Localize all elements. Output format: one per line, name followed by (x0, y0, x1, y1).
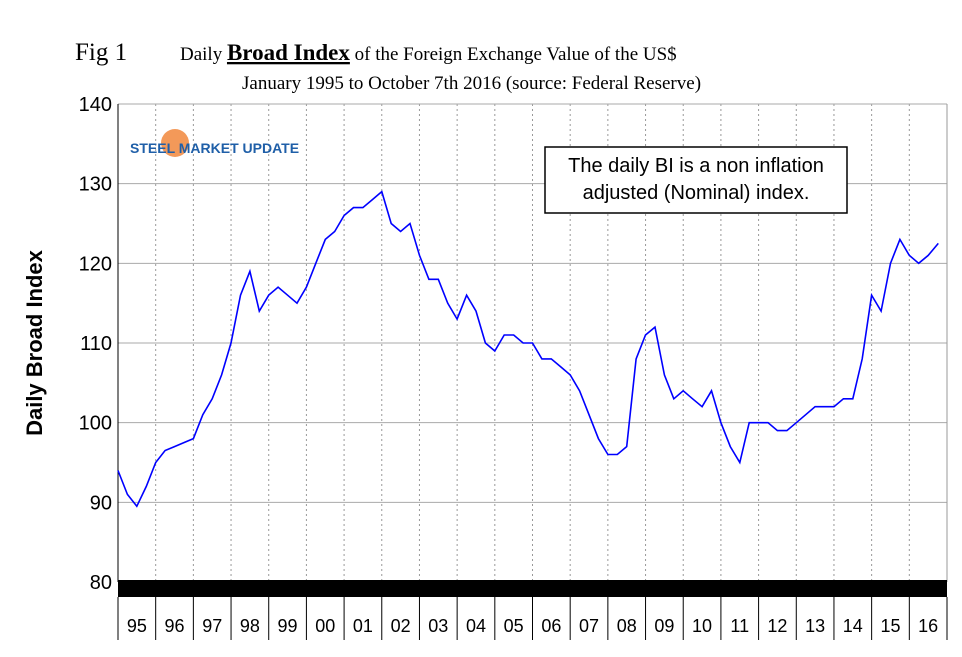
x-tick-label: 10 (692, 616, 712, 636)
y-tick-label: 120 (79, 253, 112, 275)
x-tick-label: 12 (767, 616, 787, 636)
x-tick-label: 95 (127, 616, 147, 636)
x-tick-label: 01 (353, 616, 373, 636)
x-tick-label: 16 (918, 616, 938, 636)
x-tick-label: 09 (654, 616, 674, 636)
y-tick-label: 130 (79, 174, 112, 196)
data-line (117, 190, 939, 508)
subtitle: January 1995 to October 7th 2016 (source… (242, 73, 701, 94)
x-tick-label: 06 (541, 616, 561, 636)
logo-icon (161, 129, 189, 157)
y-tick-label: 80 (90, 572, 112, 594)
x-tick-label: 13 (805, 616, 825, 636)
y-tick-label: 140 (79, 94, 112, 116)
title-part: of the Foreign Exchange Value of the US$ (355, 44, 677, 65)
x-tick-label: 00 (315, 616, 335, 636)
y-tick-label: 90 (90, 492, 112, 514)
y-tick-label: 110 (80, 333, 112, 355)
x-tick-label: 14 (843, 616, 863, 636)
x-tick-label: 08 (617, 616, 637, 636)
title-part: Broad Index (227, 40, 350, 65)
x-tick-label: 05 (504, 616, 524, 636)
title-part: Daily (180, 44, 223, 65)
x-tick-label: 15 (880, 616, 900, 636)
x-tick-label: 97 (202, 616, 222, 636)
logo: STEEL MARKET UPDATE (130, 140, 299, 156)
fig-label: Fig 1 (75, 39, 127, 66)
x-tick-label: 99 (278, 616, 298, 636)
x-tick-label: 04 (466, 616, 486, 636)
x-tick-label: 03 (428, 616, 448, 636)
y-tick-label: 100 (79, 413, 112, 435)
x-tick-label: 07 (579, 616, 599, 636)
x-tick-label: 02 (391, 616, 411, 636)
x-tick-label: 96 (165, 616, 185, 636)
annotation-box (544, 146, 848, 214)
x-tick-label: 98 (240, 616, 260, 636)
y-axis-label: Daily Broad Index (22, 249, 47, 436)
chart-title: Daily Broad Index of the Foreign Exchang… (180, 40, 677, 65)
annotation: The daily BI is a non inflation (568, 155, 824, 177)
x-axis-band (118, 580, 947, 597)
annotation: adjusted (Nominal) index. (583, 182, 810, 204)
x-tick-label: 11 (730, 616, 749, 636)
